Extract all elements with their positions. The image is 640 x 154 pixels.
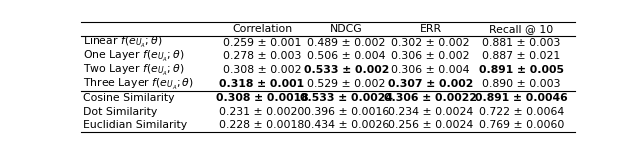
Text: NDCG: NDCG — [330, 24, 363, 34]
Text: Recall @ 10: Recall @ 10 — [490, 24, 554, 34]
Text: 0.306 ± 0.004: 0.306 ± 0.004 — [392, 65, 470, 75]
Text: 0.278 ± 0.003: 0.278 ± 0.003 — [223, 51, 301, 61]
Text: 0.434 ± 0.0026: 0.434 ± 0.0026 — [304, 120, 389, 130]
Text: 0.231 ± 0.0020: 0.231 ± 0.0020 — [220, 107, 305, 117]
Text: 0.891 ± 0.0046: 0.891 ± 0.0046 — [475, 93, 568, 103]
Text: Euclidian Similarity: Euclidian Similarity — [83, 120, 187, 130]
Text: 0.881 ± 0.003: 0.881 ± 0.003 — [483, 38, 561, 48]
Text: 0.307 ± 0.002: 0.307 ± 0.002 — [388, 79, 474, 89]
Text: 0.489 ± 0.002: 0.489 ± 0.002 — [307, 38, 385, 48]
Text: 0.256 ± 0.0024: 0.256 ± 0.0024 — [388, 120, 474, 130]
Text: Two Layer $f(e_{U_A};\theta)$: Two Layer $f(e_{U_A};\theta)$ — [83, 63, 185, 78]
Text: Linear $f(e_{U_A};\theta)$: Linear $f(e_{U_A};\theta)$ — [83, 35, 163, 50]
Text: 0.891 ± 0.005: 0.891 ± 0.005 — [479, 65, 564, 75]
Text: 0.306 ± 0.0022: 0.306 ± 0.0022 — [384, 93, 477, 103]
Text: Three Layer $f(e_{U_A};\theta)$: Three Layer $f(e_{U_A};\theta)$ — [83, 77, 194, 92]
Text: 0.308 ± 0.002: 0.308 ± 0.002 — [223, 65, 301, 75]
Text: 0.318 ± 0.001: 0.318 ± 0.001 — [220, 79, 305, 89]
Text: 0.890 ± 0.003: 0.890 ± 0.003 — [482, 79, 561, 89]
Text: 0.769 ± 0.0060: 0.769 ± 0.0060 — [479, 120, 564, 130]
Text: 0.722 ± 0.0064: 0.722 ± 0.0064 — [479, 107, 564, 117]
Text: 0.529 ± 0.002: 0.529 ± 0.002 — [307, 79, 385, 89]
Text: 0.302 ± 0.002: 0.302 ± 0.002 — [392, 38, 470, 48]
Text: 0.887 ± 0.021: 0.887 ± 0.021 — [483, 51, 561, 61]
Text: Cosine Similarity: Cosine Similarity — [83, 93, 175, 103]
Text: One Layer $f(e_{U_A};\theta)$: One Layer $f(e_{U_A};\theta)$ — [83, 49, 184, 64]
Text: ERR: ERR — [420, 24, 442, 34]
Text: Correlation: Correlation — [232, 24, 292, 34]
Text: 0.533 ± 0.0024: 0.533 ± 0.0024 — [300, 93, 393, 103]
Text: Dot Similarity: Dot Similarity — [83, 107, 157, 117]
Text: 0.228 ± 0.0018: 0.228 ± 0.0018 — [220, 120, 305, 130]
Text: 0.396 ± 0.0016: 0.396 ± 0.0016 — [304, 107, 389, 117]
Text: 0.308 ± 0.0018: 0.308 ± 0.0018 — [216, 93, 308, 103]
Text: 0.306 ± 0.002: 0.306 ± 0.002 — [392, 51, 470, 61]
Text: 0.533 ± 0.002: 0.533 ± 0.002 — [303, 65, 389, 75]
Text: 0.259 ± 0.001: 0.259 ± 0.001 — [223, 38, 301, 48]
Text: 0.506 ± 0.004: 0.506 ± 0.004 — [307, 51, 386, 61]
Text: 0.234 ± 0.0024: 0.234 ± 0.0024 — [388, 107, 474, 117]
